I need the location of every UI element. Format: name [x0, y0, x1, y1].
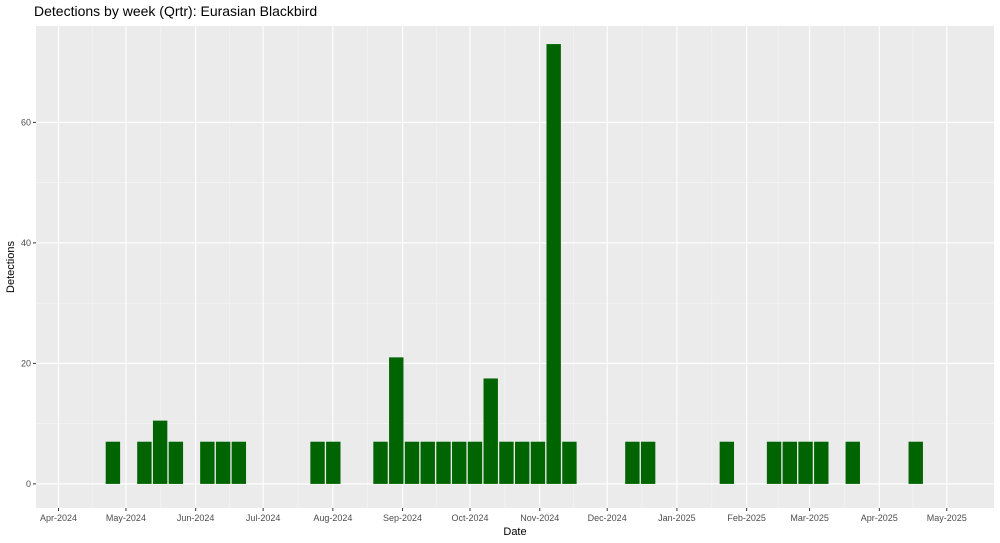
bar: [719, 441, 735, 484]
x-tick-label: Apr-2025: [861, 513, 898, 523]
bar: [782, 441, 798, 484]
bar: [215, 441, 231, 484]
bar: [152, 420, 168, 484]
bar: [168, 441, 184, 484]
bar: [467, 441, 483, 484]
x-tick-label: Jun-2024: [177, 513, 215, 523]
bar: [625, 441, 640, 484]
bars-group: [105, 44, 923, 484]
bar: [137, 441, 152, 484]
y-axis: 0 20 40 60: [21, 117, 36, 489]
x-tick-label: Jul-2024: [246, 513, 281, 523]
y-tick-label: 0: [26, 479, 31, 489]
x-tick-label: Oct-2024: [452, 513, 489, 523]
x-tick-label: Aug-2024: [313, 513, 352, 523]
bar: [546, 44, 561, 484]
x-tick-label: May-2024: [106, 513, 146, 523]
y-tick-label: 40: [21, 238, 31, 248]
x-axis: Apr-2024 May-2024 Jun-2024 Jul-2024 Aug-2024…: [40, 508, 967, 523]
x-tick-label: Jan-2025: [658, 513, 696, 523]
y-axis-title: Detections: [5, 241, 17, 293]
x-tick-label: Mar-2025: [790, 513, 829, 523]
x-axis-title: Date: [503, 526, 526, 538]
bar: [483, 378, 498, 484]
x-tick-label: Sep-2024: [383, 513, 422, 523]
bar: [845, 441, 860, 484]
y-tick-label: 60: [21, 117, 31, 127]
x-tick-label: Dec-2024: [588, 513, 627, 523]
bar: [231, 441, 247, 484]
bar: [436, 441, 451, 484]
bar: [105, 441, 121, 484]
bar: [530, 441, 546, 484]
bar: [499, 441, 514, 484]
y-tick-label: 20: [21, 358, 31, 368]
bar: [452, 441, 467, 484]
bar: [420, 441, 435, 484]
bar: [326, 441, 341, 484]
bar: [310, 441, 325, 484]
chart-title: Detections by week (Qrtr): Eurasian Blac…: [34, 3, 318, 19]
bar: [908, 441, 923, 484]
x-tick-label: Apr-2024: [40, 513, 77, 523]
x-tick-label: May-2025: [927, 513, 967, 523]
bar: [798, 441, 813, 484]
x-tick-label: Nov-2024: [520, 513, 559, 523]
plot-panel: [36, 26, 994, 508]
minor-gridlines: [36, 26, 994, 508]
bar: [814, 441, 829, 484]
bar: [200, 441, 215, 484]
bar: [766, 441, 782, 484]
x-tick-label: Feb-2025: [727, 513, 766, 523]
bar: [373, 441, 388, 484]
bar: [404, 441, 420, 484]
bar: [562, 441, 577, 484]
bar: [640, 441, 656, 484]
bar: [389, 357, 404, 484]
bar: [515, 441, 530, 484]
